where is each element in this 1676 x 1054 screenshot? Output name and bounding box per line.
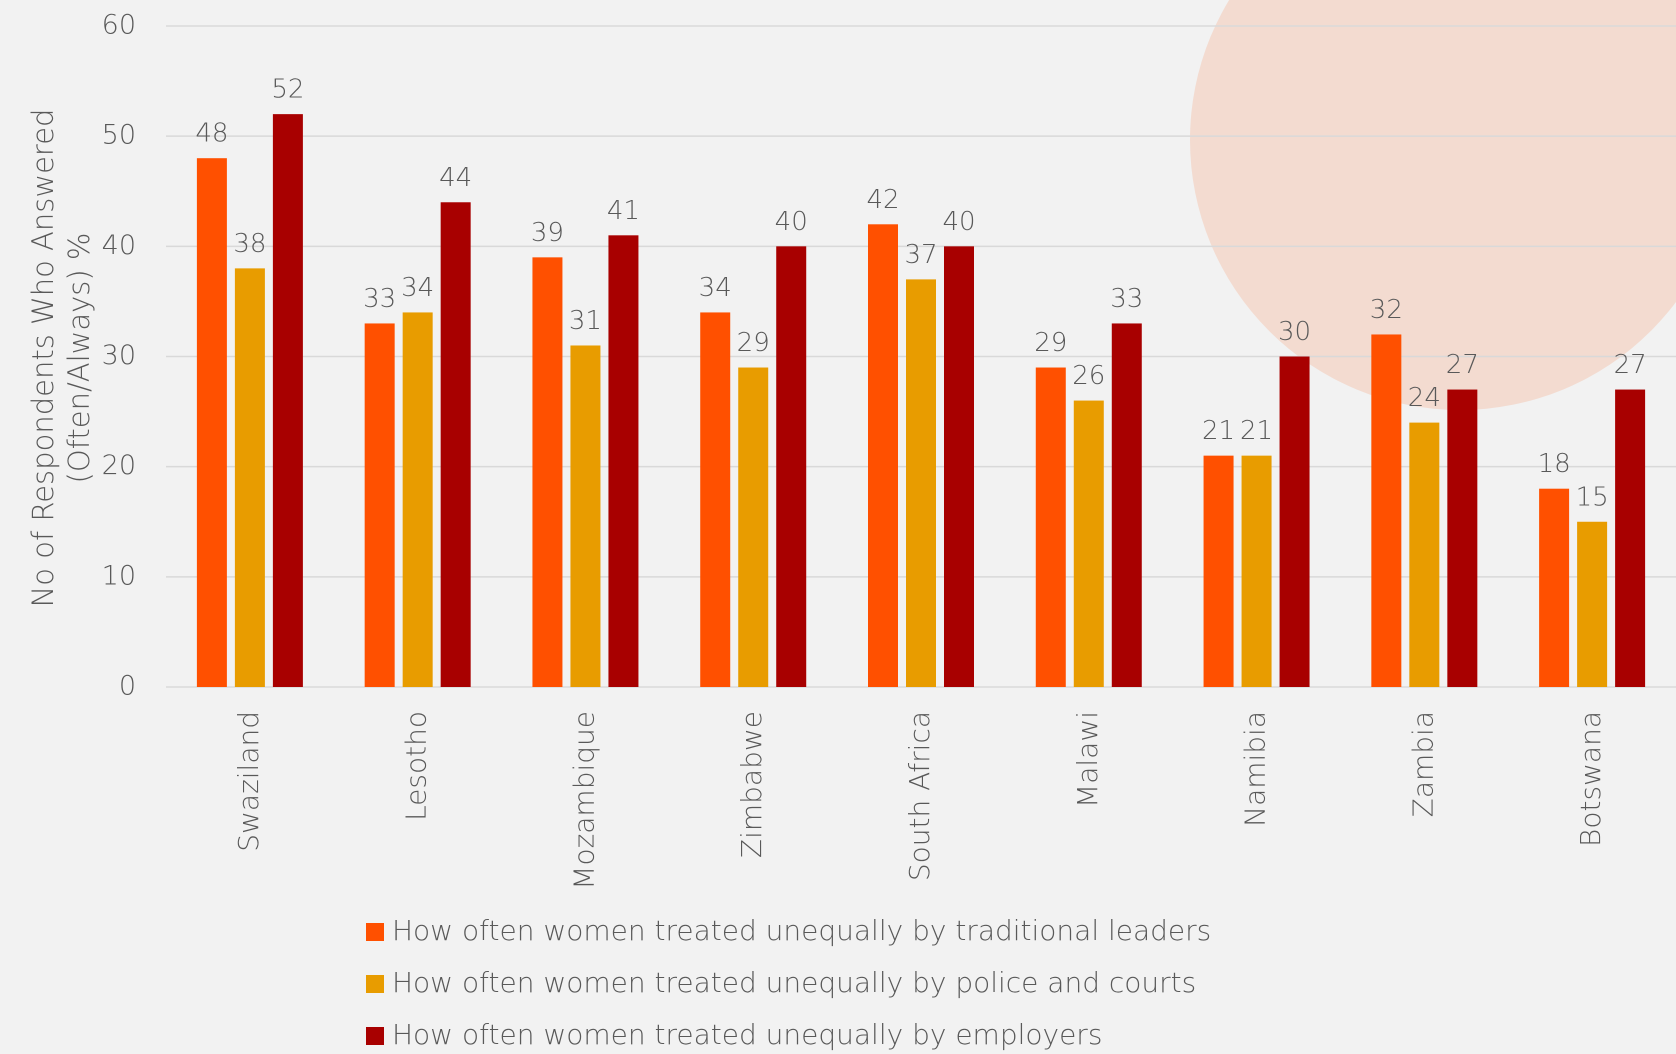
x-tick-label: South Africa <box>903 711 936 881</box>
bar <box>364 323 395 687</box>
y-tick-label: 10 <box>102 560 136 591</box>
legend-swatch <box>366 1027 384 1045</box>
bar <box>532 257 563 687</box>
bar <box>570 345 601 687</box>
x-tick-label: Zimbabwe <box>735 711 768 858</box>
bar <box>906 279 936 687</box>
bar <box>944 246 974 688</box>
value-label: 27 <box>1446 350 1479 380</box>
y-tick-label: 30 <box>102 340 136 371</box>
value-label: 39 <box>531 218 564 248</box>
y-tick-label: 60 <box>102 10 136 41</box>
bar <box>776 246 807 688</box>
value-label: 26 <box>1072 361 1105 391</box>
x-tick-label: Zambia <box>1406 711 1439 817</box>
bar <box>1279 356 1310 687</box>
x-tick-label: Botswana <box>1574 711 1607 847</box>
value-label: 18 <box>1538 449 1571 479</box>
y-tick-label: 40 <box>102 230 136 261</box>
value-label: 34 <box>699 273 732 303</box>
x-tick-label: Malawi <box>1071 711 1104 808</box>
decor-globe <box>1190 0 1676 410</box>
bar <box>1539 488 1570 687</box>
legend-label: How often women treated unequally by tra… <box>392 914 1211 947</box>
value-label: 41 <box>607 196 640 226</box>
value-label: 21 <box>1202 416 1235 446</box>
bar <box>1409 422 1440 687</box>
value-label: 40 <box>775 207 808 237</box>
bar <box>196 158 227 687</box>
y-axis-title-line: No of Respondents Who Answered <box>26 109 60 608</box>
value-label: 37 <box>904 240 937 270</box>
bar <box>440 202 471 687</box>
y-tick-label: 0 <box>119 671 136 702</box>
value-label: 24 <box>1408 383 1441 413</box>
bar <box>1203 455 1234 687</box>
value-label: 33 <box>1110 284 1143 314</box>
bar <box>700 312 731 687</box>
value-label: 29 <box>1034 328 1067 358</box>
value-label: 38 <box>233 229 266 259</box>
value-label: 30 <box>1278 317 1311 347</box>
x-tick-label: Namibia <box>1239 711 1272 827</box>
y-tick-label: 50 <box>102 120 136 151</box>
value-label: 44 <box>439 163 472 193</box>
value-label: 52 <box>271 75 304 105</box>
bar <box>234 268 265 687</box>
legend-swatch <box>366 923 384 941</box>
value-label: 15 <box>1576 482 1609 512</box>
value-label: 34 <box>401 273 434 303</box>
value-label: 48 <box>195 119 228 149</box>
value-label: 21 <box>1240 416 1273 446</box>
value-label: 42 <box>866 185 899 215</box>
value-label: 29 <box>737 328 770 358</box>
legend-label: How often women treated unequally by pol… <box>392 966 1196 999</box>
bar <box>1577 521 1608 687</box>
bar <box>608 235 639 688</box>
x-tick-label: Swaziland <box>232 711 265 852</box>
bar <box>272 114 303 688</box>
legend-label: How often women treated unequally by emp… <box>392 1018 1102 1051</box>
y-tick-label: 20 <box>102 450 136 481</box>
bar <box>738 367 769 687</box>
bar <box>1241 455 1272 687</box>
legend-swatch <box>366 975 384 993</box>
value-label: 27 <box>1614 350 1647 380</box>
bar <box>1615 389 1646 687</box>
y-axis-title-line: (Often/Always) % <box>62 233 96 484</box>
value-label: 32 <box>1370 295 1403 325</box>
bar <box>1035 367 1066 687</box>
bar <box>868 224 898 688</box>
x-tick-label: Mozambique <box>567 711 600 890</box>
y-axis-title: No of Respondents Who Answered(Often/Alw… <box>26 109 96 608</box>
bar <box>1447 389 1478 687</box>
bar <box>1073 400 1104 687</box>
bar <box>402 312 433 687</box>
bar <box>1371 334 1402 687</box>
value-label: 40 <box>942 207 975 237</box>
value-label: 33 <box>363 284 396 314</box>
x-tick-label: Lesotho <box>400 711 433 821</box>
bar <box>1111 323 1142 687</box>
value-label: 31 <box>569 306 602 336</box>
